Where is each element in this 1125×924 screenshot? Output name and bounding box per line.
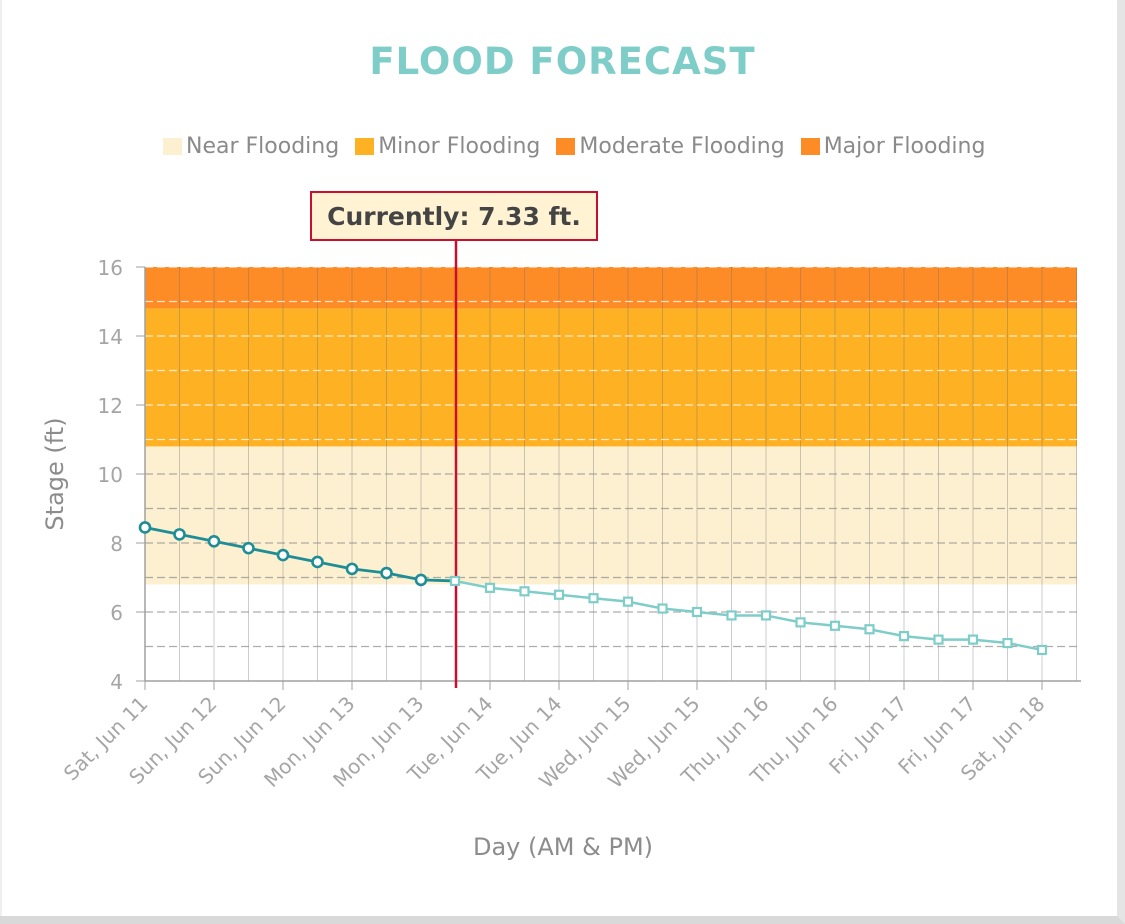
observed-point <box>345 562 359 576</box>
legend-label: Minor Flooding <box>378 134 541 159</box>
flood-band <box>145 308 1077 447</box>
forecast-point <box>691 606 703 618</box>
forecast-point <box>553 589 565 600</box>
y-tick-label: 12 <box>98 394 123 418</box>
legend-item[interactable]: Minor Flooding <box>355 134 540 159</box>
observed-line <box>144 526 456 583</box>
forecast-point <box>449 575 461 587</box>
legend-swatch <box>556 138 576 155</box>
flood-band <box>145 446 1077 585</box>
flood-band <box>145 267 1077 309</box>
forecast-point <box>795 617 806 628</box>
chart-title: FLOOD FORECAST <box>369 40 756 83</box>
forecast-point <box>622 596 634 607</box>
observed-point <box>380 566 393 580</box>
legend-item[interactable]: Moderate Flooding <box>556 134 785 159</box>
legend-label: Major Flooding <box>823 134 986 159</box>
forecast-point <box>1002 637 1013 649</box>
forecast-point <box>933 634 944 645</box>
current-callout-label: Currently: 7.33 ft. <box>327 202 581 231</box>
forecast-point <box>657 603 668 614</box>
forecast-point <box>864 624 875 635</box>
observed-point <box>242 541 255 555</box>
observed-point <box>207 534 221 548</box>
y-tick-label: 6 <box>110 601 123 625</box>
y-tick-label: 16 <box>98 256 123 280</box>
y-tick-label: 4 <box>110 670 123 694</box>
forecast-point <box>1036 644 1048 656</box>
forecast-point <box>519 586 530 597</box>
forecast-point <box>588 593 599 604</box>
legend: Near Flooding Minor Flooding Moderate Floo… <box>163 134 1001 159</box>
forecast-point <box>829 620 841 631</box>
observed-point <box>414 573 428 587</box>
observed-point <box>138 521 152 534</box>
forecast-point <box>967 634 979 645</box>
legend-label: Near Flooding <box>186 134 340 159</box>
x-axis-title: Day (AM & PM) <box>473 833 653 861</box>
legend-item[interactable]: Near Flooding <box>163 134 339 159</box>
y-tick-label: 10 <box>98 463 123 487</box>
observed-point <box>173 528 186 541</box>
forecast-point <box>898 631 910 642</box>
legend-swatch <box>800 138 820 155</box>
observed-point <box>311 555 324 569</box>
y-axis-title: Stage (ft) <box>41 417 69 530</box>
legend-swatch <box>163 138 182 155</box>
forecast-point <box>726 610 737 621</box>
current-callout-box <box>310 191 598 241</box>
observed-point <box>276 548 290 562</box>
legend-label: Moderate Flooding <box>579 134 785 159</box>
forecast-point <box>760 610 772 621</box>
legend-swatch <box>355 138 375 155</box>
legend-item[interactable]: Major Flooding <box>800 134 986 159</box>
y-tick-label: 14 <box>98 325 123 349</box>
card-edge <box>0 0 2 916</box>
y-tick-label: 8 <box>110 532 123 556</box>
forecast-point <box>484 582 496 593</box>
forecast-line <box>454 579 1043 652</box>
